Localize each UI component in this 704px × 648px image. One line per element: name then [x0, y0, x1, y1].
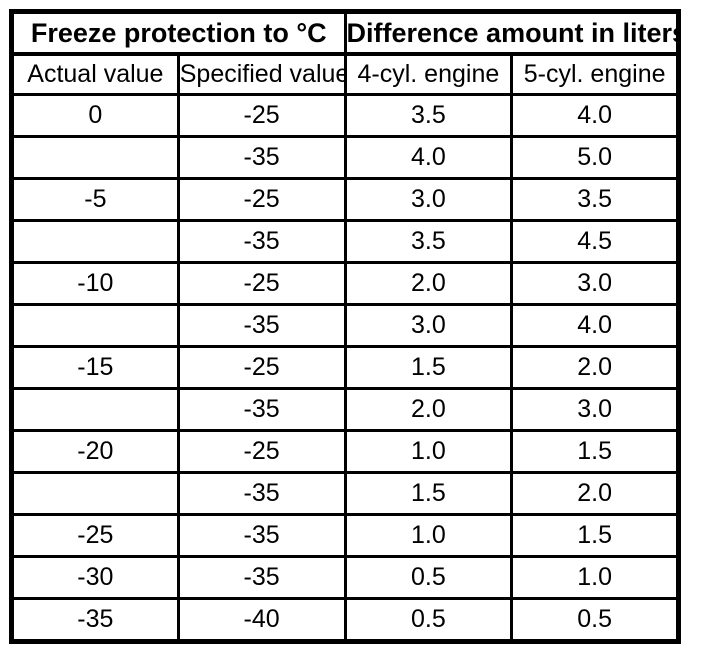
- table-cell: 0.5: [510, 597, 680, 643]
- table-cell: -25: [177, 93, 347, 138]
- table-cell: [10, 219, 180, 264]
- table-row: -20 -25 1.0 1.5: [10, 429, 680, 474]
- table-row: -35 3.0 4.0: [10, 303, 680, 348]
- table-cell: -15: [10, 345, 180, 390]
- table-cell: 3.0: [343, 177, 514, 222]
- table-row: -5 -25 3.0 3.5: [10, 177, 680, 222]
- table-cell: 4.0: [343, 135, 514, 180]
- table-row: -25 -35 1.0 1.5: [10, 513, 680, 558]
- table-head: Freeze protection to °C Difference amoun…: [10, 10, 680, 96]
- group-header-difference-amount: Difference amount in liters: [343, 10, 680, 56]
- table-cell: -25: [177, 261, 347, 306]
- table-cell: 0: [10, 93, 180, 138]
- table-cell: -25: [177, 345, 347, 390]
- table-cell: 3.0: [510, 387, 680, 432]
- col-header-5cyl-engine: 5-cyl. engine: [510, 52, 680, 96]
- table-cell: -25: [177, 177, 347, 222]
- table-cell: 3.5: [343, 219, 514, 264]
- table-row: -35 1.5 2.0: [10, 471, 680, 516]
- table-cell: 2.0: [343, 261, 514, 306]
- table-cell: -25: [10, 513, 180, 558]
- table-cell: 3.5: [510, 177, 680, 222]
- column-header-row: Actual value Specified value 4-cyl. engi…: [10, 52, 680, 96]
- table-cell: -35: [177, 513, 347, 558]
- table-cell: -20: [10, 429, 180, 474]
- table-cell: 1.0: [343, 429, 514, 474]
- table-cell: 1.0: [343, 513, 514, 558]
- table-cell: 2.0: [510, 471, 680, 516]
- group-header-row: Freeze protection to °C Difference amoun…: [10, 10, 680, 56]
- table-cell: 0.5: [343, 597, 514, 643]
- coolant-freeze-protection-table: Freeze protection to °C Difference amoun…: [9, 9, 681, 644]
- table-cell: -25: [177, 429, 347, 474]
- table-cell: [10, 471, 180, 516]
- table-cell: [10, 135, 180, 180]
- table-cell: -35: [10, 597, 180, 643]
- table-row: -10 -25 2.0 3.0: [10, 261, 680, 306]
- table-cell: 1.5: [510, 513, 680, 558]
- table-cell: 1.5: [510, 429, 680, 474]
- col-header-4cyl-engine: 4-cyl. engine: [343, 52, 514, 96]
- table-cell: 4.0: [510, 93, 680, 138]
- table-cell: -30: [10, 555, 180, 600]
- table-row: -30 -35 0.5 1.0: [10, 555, 680, 600]
- table-cell: -5: [10, 177, 180, 222]
- table-cell: -35: [177, 303, 347, 348]
- table-cell: 0.5: [343, 555, 514, 600]
- table-row: -35 2.0 3.0: [10, 387, 680, 432]
- table-cell: -35: [177, 135, 347, 180]
- table-cell: -35: [177, 555, 347, 600]
- table-cell: [10, 303, 180, 348]
- table-row: -15 -25 1.5 2.0: [10, 345, 680, 390]
- table-cell: -10: [10, 261, 180, 306]
- table-cell: 1.5: [343, 471, 514, 516]
- group-header-freeze-protection: Freeze protection to °C: [10, 10, 347, 56]
- table-row: -35 4.0 5.0: [10, 135, 680, 180]
- table-cell: 3.0: [343, 303, 514, 348]
- table-cell: 2.0: [343, 387, 514, 432]
- table-body: 0 -25 3.5 4.0 -35 4.0 5.0 -5 -25 3.0 3.5 -35 3.5 4.5-…: [10, 93, 680, 643]
- table-cell: 3.5: [343, 93, 514, 138]
- table-cell: 5.0: [510, 135, 680, 180]
- table-cell: [10, 387, 180, 432]
- table-row: -35 -40 0.5 0.5: [10, 597, 680, 643]
- table-cell: -35: [177, 219, 347, 264]
- table-cell: 4.0: [510, 303, 680, 348]
- table-row: 0 -25 3.5 4.0: [10, 93, 680, 138]
- table-row: -35 3.5 4.5: [10, 219, 680, 264]
- table-cell: 1.5: [343, 345, 514, 390]
- table-cell: -35: [177, 471, 347, 516]
- table-cell: 4.5: [510, 219, 680, 264]
- col-header-actual-value: Actual value: [10, 52, 180, 96]
- table-cell: 2.0: [510, 345, 680, 390]
- col-header-specified-value: Specified value: [177, 52, 347, 96]
- table-cell: -40: [177, 597, 347, 643]
- table-cell: 3.0: [510, 261, 680, 306]
- table-cell: 1.0: [510, 555, 680, 600]
- table-cell: -35: [177, 387, 347, 432]
